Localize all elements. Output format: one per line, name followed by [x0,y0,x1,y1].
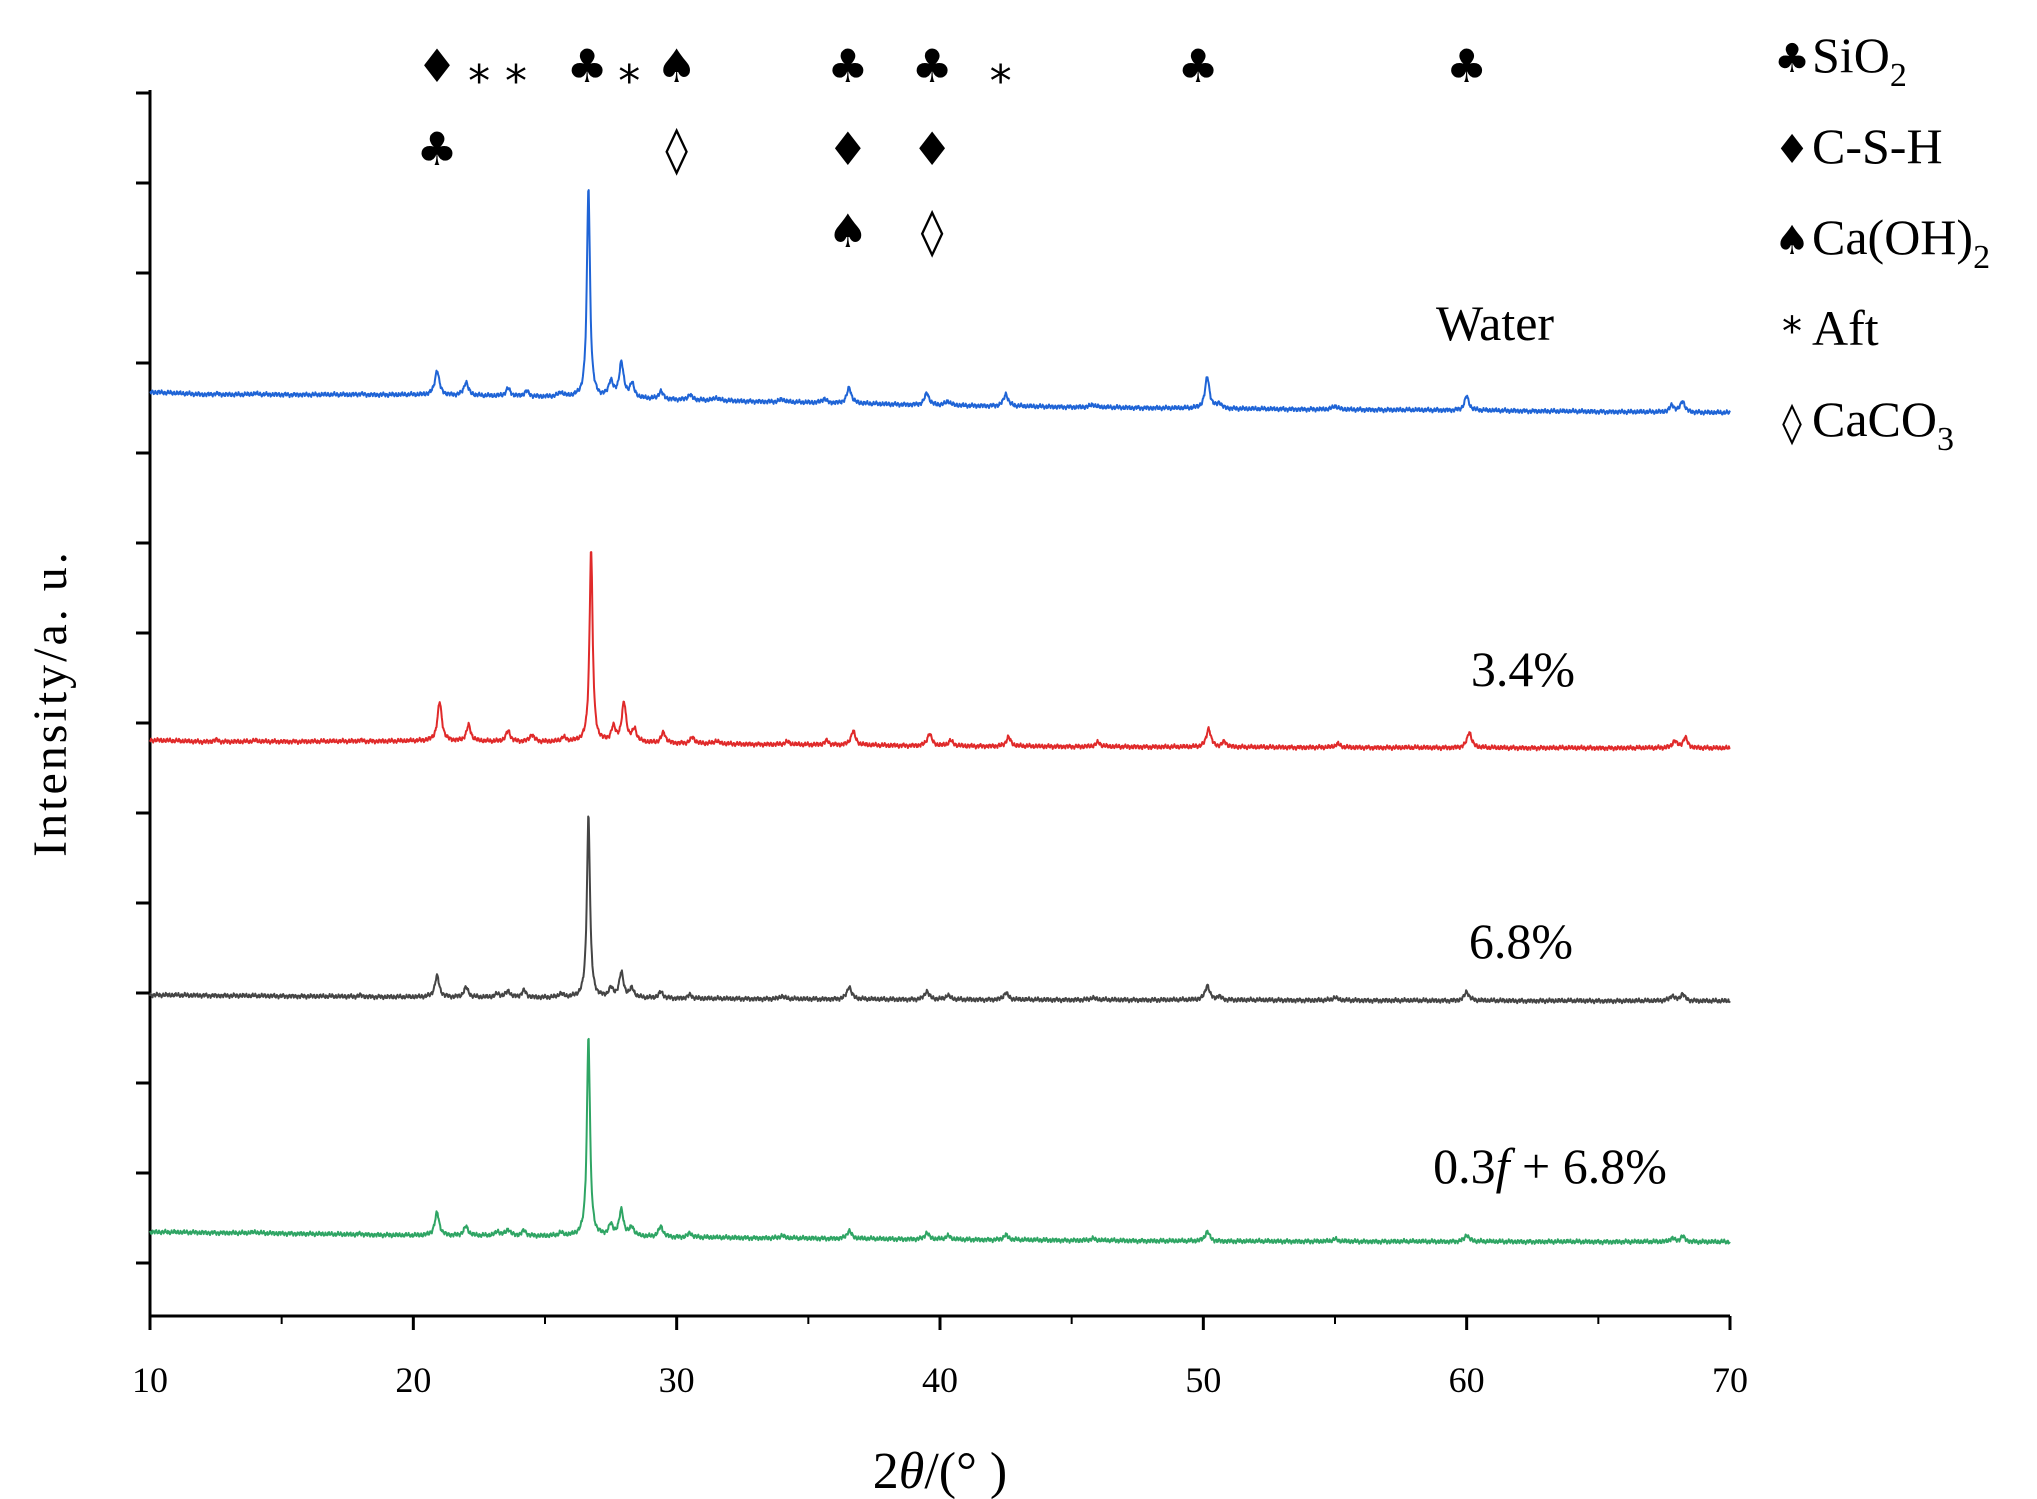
phase-marker-8: * [990,56,1012,107]
phase-marker-10: ♣ [1446,39,1487,93]
series-label-prefix: 0.3 [1433,1138,1496,1194]
x-axis-label-number: 2 [873,1443,899,1499]
phase-marker-16: ◊ [921,204,944,258]
y-ticks [136,91,150,1265]
phase-marker-0: ♦ [416,39,457,93]
x-axis-label-theta: θ [899,1443,925,1499]
phase-markers: ♦ * * ♣ * ♠ ♣ ♣ * ♣ ♣♣ ◊ ♦ ♦♠ ◊ [416,39,1487,258]
legend-symbol-4: ◊ [1782,400,1802,446]
x-tick-label-30: 30 [659,1360,695,1400]
x-axis-label-unit: /(° ) [924,1443,1007,1499]
phase-marker-7: ♣ [911,39,952,93]
x-tick-label-50: 50 [1185,1360,1221,1400]
legend-text: Ca(OH) [1812,209,1973,265]
x-tick-label-20: 20 [395,1360,431,1400]
x-tick-label-40: 40 [922,1360,958,1400]
legend-label-1: C-S-H [1812,118,1943,174]
phase-marker-11: ♣ [416,122,457,176]
legend-subscript: 3 [1937,421,1954,458]
series-label-2: 6.8% [1469,913,1573,969]
phase-marker-4: * [618,56,640,107]
legend-text: SiO [1812,27,1890,83]
series-line-3 [149,1037,1731,1246]
series-line-0 [149,189,1731,416]
x-tick-label-70: 70 [1712,1360,1748,1400]
series-line-1 [149,551,1731,752]
phase-marker-9: ♣ [1177,39,1218,93]
x-tick-label-60: 60 [1449,1360,1485,1400]
phase-marker-1: * [468,56,490,107]
y-axis-label: Intensity/a. u. [24,549,77,857]
phase-marker-5: ♠ [656,39,697,93]
legend-label-3: Aft [1812,300,1879,356]
phase-marker-14: ♦ [911,122,952,176]
phase-marker-3: ♣ [567,39,608,93]
legend-symbol-1: ♦ [1774,127,1810,173]
legend-symbol-2: ♠ [1774,218,1810,264]
series-label-1: 3.4% [1471,641,1575,697]
legend-text: CaCO [1812,391,1937,447]
x-tick-label-10: 10 [132,1360,168,1400]
phase-marker-15: ♠ [827,204,868,258]
series-labels: Water 3.4% 6.8% 0.3f + 6.8% [1433,295,1667,1194]
x-axis-label: 2θ/(° ) [873,1443,1007,1499]
legend-text: Aft [1812,300,1879,356]
x-ticks: 10 20 30 40 50 60 70 [132,1316,1748,1400]
legend-text: C-S-H [1812,118,1943,174]
legend-label-0: SiO2 [1812,27,1907,94]
legend-subscript: 2 [1890,57,1907,94]
legend-label-4: CaCO3 [1812,391,1954,458]
series-group [149,189,1731,1246]
phase-marker-2: * [505,56,527,107]
series-line-2 [149,815,1731,1005]
axes: 10 20 30 40 50 60 70 [132,90,1748,1400]
legend-subscript: 2 [1973,239,1990,276]
phase-marker-12: ◊ [665,122,688,176]
legend-symbol-0: ♣ [1774,36,1810,82]
series-label-suffix: + 6.8% [1510,1138,1667,1194]
series-label-0: Water [1436,295,1554,351]
legend: ♣ SiO2♦ C-S-H♠ Ca(OH)2* Aft◊ CaCO3 [1774,27,1990,458]
legend-label-2: Ca(OH)2 [1812,209,1990,276]
phase-marker-6: ♣ [827,39,868,93]
series-label-3: 0.3f + 6.8% [1433,1138,1667,1194]
phase-marker-13: ♦ [827,122,868,176]
legend-symbol-3: * [1782,309,1802,355]
